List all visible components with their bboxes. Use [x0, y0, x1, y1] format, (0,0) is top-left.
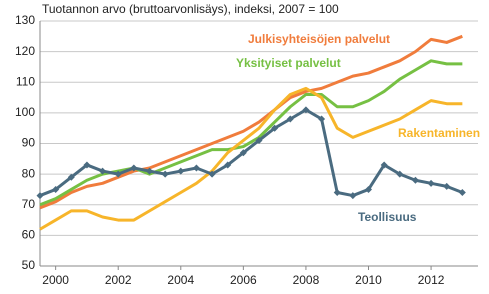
x-tick-label: 2000 — [42, 273, 69, 287]
series-line — [39, 108, 463, 198]
point-marker — [114, 170, 122, 178]
x-tick-label: 2004 — [167, 273, 194, 287]
point-marker — [208, 170, 216, 178]
point-marker — [130, 164, 138, 172]
point-marker — [255, 136, 263, 144]
y-tick-label: 70 — [22, 197, 36, 211]
point-marker — [67, 173, 75, 181]
point-marker — [177, 167, 185, 175]
series-label: Yksityiset palvelut — [236, 56, 341, 70]
series-label: Rakentaminen — [398, 126, 480, 140]
y-tick-label: 120 — [15, 44, 35, 58]
point-marker — [146, 167, 153, 175]
point-marker — [271, 124, 279, 132]
point-marker — [99, 167, 107, 175]
y-tick-label: 100 — [15, 105, 35, 119]
x-tick-label: 2012 — [418, 273, 445, 287]
point-marker — [427, 179, 435, 187]
series-line — [39, 86, 463, 231]
point-marker — [411, 176, 419, 184]
x-tick-label: 2008 — [293, 273, 320, 287]
point-marker — [365, 185, 372, 193]
point-marker — [161, 170, 169, 178]
point-marker — [396, 170, 404, 178]
point-marker — [239, 149, 247, 157]
point-marker — [333, 189, 341, 196]
y-tick-label: 50 — [22, 258, 36, 272]
y-tick-label: 110 — [16, 74, 35, 88]
chart-title: Tuotannon arvo (bruttoarvonlisäys), inde… — [42, 2, 339, 16]
y-tick-label: 80 — [22, 166, 36, 180]
point-marker — [286, 115, 294, 123]
point-marker — [318, 115, 326, 123]
point-marker — [443, 182, 451, 190]
point-marker — [380, 161, 388, 169]
point-marker — [52, 185, 60, 193]
point-marker — [458, 189, 466, 196]
y-tick-label: 60 — [22, 228, 36, 242]
series-label: Julkisyhteisöjen palvelut — [248, 32, 390, 46]
x-tick-label: 2010 — [355, 273, 382, 287]
point-marker — [192, 164, 200, 172]
point-marker — [349, 192, 357, 200]
y-tick-label: 90 — [22, 136, 36, 150]
x-tick-label: 2006 — [230, 273, 257, 287]
point-marker — [36, 192, 44, 200]
series-label: Teollisuus — [358, 210, 417, 224]
series-line — [39, 34, 463, 210]
y-tick-label: 130 — [15, 13, 35, 27]
point-marker — [302, 106, 310, 114]
point-marker — [83, 161, 91, 169]
x-tick-label: 2002 — [105, 273, 132, 287]
point-marker — [224, 161, 232, 169]
